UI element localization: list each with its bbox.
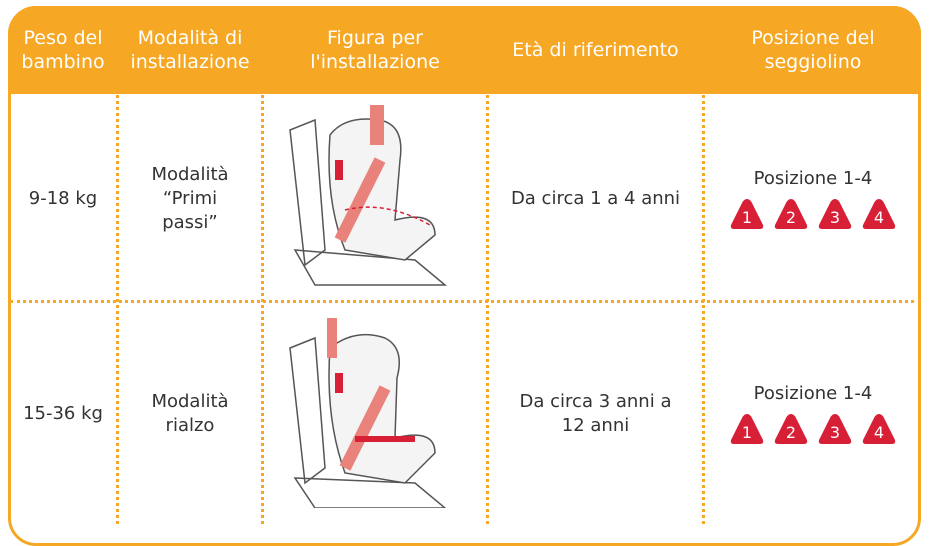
mode-cell: Modalità rialzo <box>119 303 261 524</box>
age: Da circa 1 a 4 anni <box>510 187 681 209</box>
column-divider <box>702 6 705 524</box>
badge-triangle <box>818 198 852 229</box>
badge-number: 1 <box>742 208 752 227</box>
header-cell: Peso del bambino <box>21 27 105 73</box>
badge-number: 3 <box>830 208 840 227</box>
weight: 15-36 kg <box>23 402 103 424</box>
install-figure <box>289 318 447 508</box>
badge-number: 1 <box>742 423 752 442</box>
header-cell: Posizione del seggiolino <box>751 27 875 73</box>
weight: 9-18 kg <box>28 187 98 209</box>
badge-number: 4 <box>874 423 884 442</box>
badges: 1 2 3 4 <box>729 412 897 446</box>
weight-cell: 15-36 kg <box>10 303 116 524</box>
position-badge: 3 <box>818 413 852 444</box>
header-cell: Modalità di installazione <box>130 27 250 73</box>
position: Posizione 1-4 <box>753 167 873 189</box>
age-cell: Da circa 3 anni a 12 anni <box>489 303 702 524</box>
badge-triangle <box>774 198 808 229</box>
position-cell: Posizione 1-4 1 2 3 4 <box>705 303 921 524</box>
install-figure <box>289 105 448 286</box>
column-divider <box>486 6 489 524</box>
badge-triangle <box>730 413 764 444</box>
position-badge: 1 <box>730 413 764 444</box>
position-badge: 1 <box>730 198 764 229</box>
badge-number: 2 <box>786 208 796 227</box>
weight-cell: 9-18 kg <box>10 97 116 300</box>
mode: Modalità rialzo <box>151 390 229 436</box>
badge-triangle <box>862 198 896 229</box>
page: Peso del bambino Modalità di installazio… <box>8 6 921 546</box>
column-divider <box>261 6 264 524</box>
badge-number: 4 <box>874 208 884 227</box>
mode-cell: Modalità “Primi passi” <box>119 97 261 300</box>
position-badge: 4 <box>862 198 896 229</box>
position-cell: Posizione 1-4 1 2 3 4 <box>705 97 921 300</box>
column-divider <box>116 6 119 524</box>
mode: Modalità “Primi passi” <box>151 163 229 233</box>
position-badge: 2 <box>774 198 808 229</box>
badge-triangle <box>862 413 896 444</box>
badge-triangle <box>730 198 764 229</box>
header-cell: Età di riferimento <box>512 39 679 61</box>
row-divider <box>10 300 921 303</box>
badge-triangle <box>818 413 852 444</box>
age: Da circa 3 anni a 12 anni <box>519 390 672 436</box>
badge-number: 2 <box>786 423 796 442</box>
table-header <box>8 6 921 94</box>
position: Posizione 1-4 <box>753 382 873 404</box>
badge-number: 3 <box>830 423 840 442</box>
position-badge: 3 <box>818 198 852 229</box>
position-badge: 4 <box>862 413 896 444</box>
badges: 1 2 3 4 <box>729 197 897 231</box>
position-badge: 2 <box>774 413 808 444</box>
age-cell: Da circa 1 a 4 anni <box>489 97 702 300</box>
header-cell: Figura per l'installazione <box>310 27 440 73</box>
badge-triangle <box>774 413 808 444</box>
